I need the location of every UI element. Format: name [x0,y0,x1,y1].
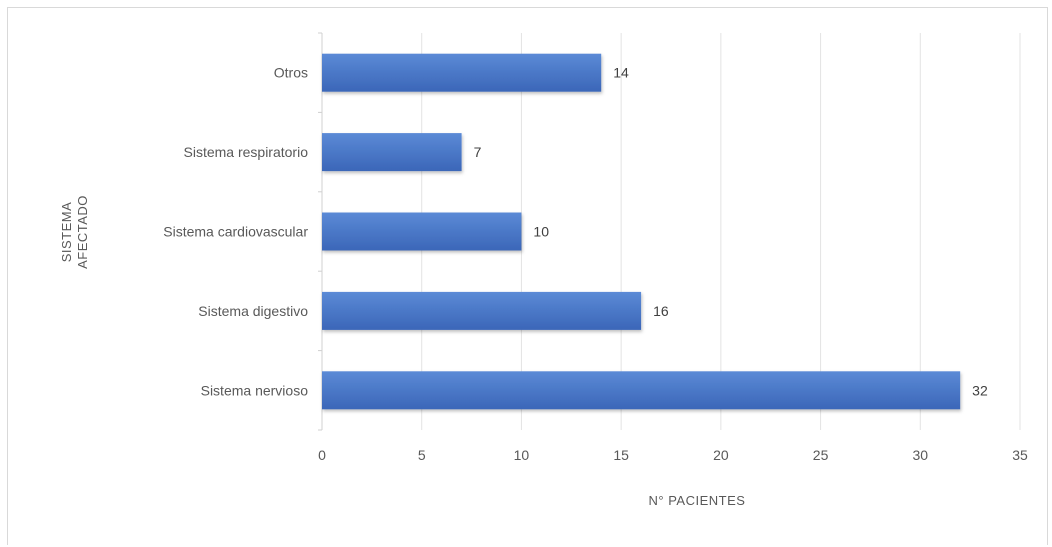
data-label: 16 [653,303,669,319]
bars [322,53,961,410]
x-tick-label-15: 15 [613,447,629,463]
y-axis-title-line-1: SISTEMA [59,202,74,263]
x-tick-label-0: 0 [318,447,326,463]
bar-sistema-nervioso [322,371,961,410]
y-axis-title-line-2: AFECTADO [75,195,90,269]
bar-otros [322,53,602,92]
x-tick-label-10: 10 [514,447,530,463]
x-tick-label-35: 35 [1012,447,1028,463]
y-axis [318,32,323,431]
category-label: Sistema digestivo [198,303,308,319]
category-label: Sistema nervioso [201,382,309,398]
bar-sistema-cardiovascular [322,212,522,251]
category-label: Sistema cardiovascular [163,224,308,240]
data-label: 14 [613,65,629,81]
category-label: Sistema respiratorio [184,144,309,160]
x-tick-label-5: 5 [418,447,426,463]
bar-sistema-digestivo [322,291,642,330]
labels: 0 5 10 15 20 25 30 35 Otros 14 Sistema respiratori… [163,65,1028,463]
data-label: 32 [972,382,988,398]
data-label: 10 [533,224,549,240]
bar-sistema-respiratorio [322,133,462,172]
y-axis-title: SISTEMA AFECTADO [59,195,90,269]
category-label: Otros [274,65,308,81]
x-tick-label-25: 25 [813,447,829,463]
x-axis-title: N° PACIENTES [649,493,746,508]
x-tick-label-30: 30 [912,447,928,463]
chart-frame [7,7,1048,545]
x-tick-label-20: 20 [713,447,729,463]
data-label: 7 [474,144,482,160]
